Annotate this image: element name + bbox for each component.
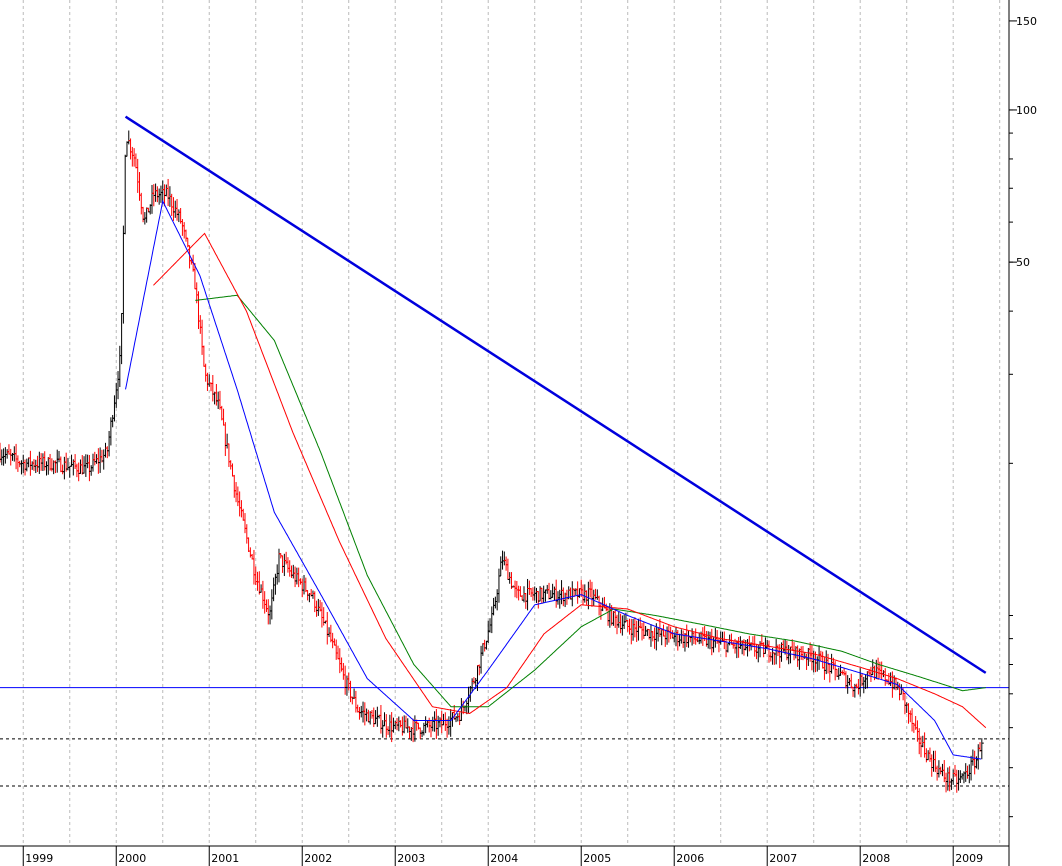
x-tick-label: 2002 <box>304 852 332 865</box>
x-tick-label: 2001 <box>211 852 239 865</box>
x-tick-label: 2007 <box>769 852 797 865</box>
x-tick-label: 2006 <box>676 852 704 865</box>
vertical-grid <box>22 0 1001 846</box>
moving-averages <box>125 199 987 760</box>
x-tick-label: 2009 <box>955 852 983 865</box>
ma-short-line <box>125 199 982 760</box>
y-tick-label: 150 <box>1016 15 1037 28</box>
x-tick-label: 2000 <box>118 852 146 865</box>
price-bars <box>0 130 984 793</box>
y-tick-label: 50 <box>1016 256 1030 269</box>
axes: 1999 2000 2001 2002 2003 2004 2005 2006 2007 2008… <box>0 0 1037 866</box>
trendline-layer <box>124 115 987 674</box>
ma-long-line <box>195 294 986 708</box>
x-tick-label: 2004 <box>490 852 518 865</box>
x-tick-label: 1999 <box>25 852 53 865</box>
x-tick-label: 2008 <box>862 852 890 865</box>
ma-mid-line <box>153 232 987 729</box>
y-tick-label: 100 <box>1016 104 1037 117</box>
x-tick-label: 2003 <box>397 852 425 865</box>
horizontal-levels <box>0 687 1009 787</box>
x-tick-label: 2005 <box>583 852 611 865</box>
trendline <box>124 115 987 674</box>
